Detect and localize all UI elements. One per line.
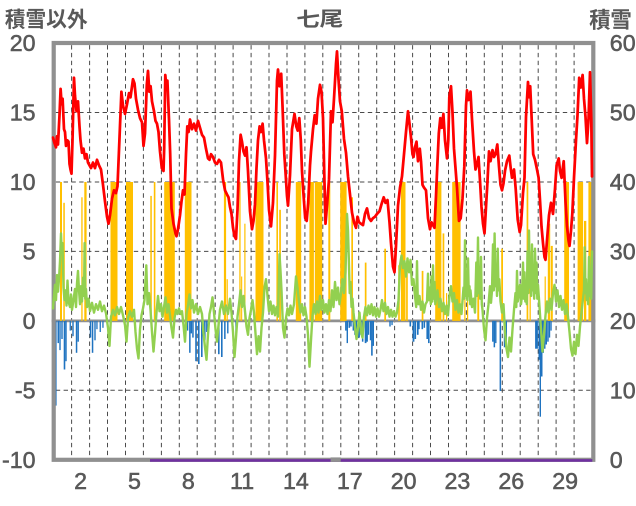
svg-text:11: 11 — [230, 468, 254, 494]
svg-text:60: 60 — [610, 30, 636, 56]
svg-text:17: 17 — [337, 468, 363, 494]
svg-text:0: 0 — [23, 308, 36, 334]
svg-text:5: 5 — [23, 238, 36, 264]
svg-text:29: 29 — [552, 468, 578, 494]
svg-text:0: 0 — [610, 447, 623, 473]
svg-text:20: 20 — [10, 30, 36, 56]
svg-text:5: 5 — [128, 468, 141, 494]
svg-text:10: 10 — [610, 377, 636, 403]
svg-text:15: 15 — [10, 100, 36, 126]
svg-text:26: 26 — [498, 468, 524, 494]
svg-text:-10: -10 — [2, 447, 36, 473]
svg-text:20: 20 — [610, 308, 636, 334]
svg-text:40: 40 — [610, 169, 636, 195]
svg-text:50: 50 — [610, 100, 636, 126]
svg-text:8: 8 — [182, 468, 195, 494]
svg-text:30: 30 — [610, 238, 636, 264]
svg-text:14: 14 — [283, 468, 309, 494]
svg-text:10: 10 — [10, 169, 36, 195]
svg-text:23: 23 — [445, 468, 471, 494]
svg-text:2: 2 — [74, 468, 87, 494]
svg-text:-5: -5 — [15, 377, 36, 403]
svg-text:20: 20 — [391, 468, 417, 494]
